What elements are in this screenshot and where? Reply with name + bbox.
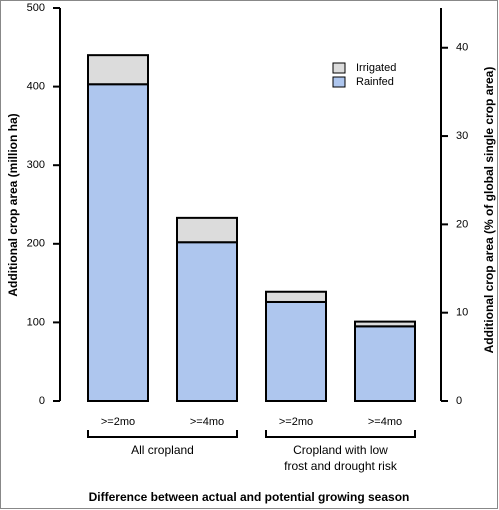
y-tick-label: 500 [27, 2, 45, 14]
bar-segment [354, 320, 416, 328]
group-bracket [265, 430, 416, 438]
y-axis-title: Additional crop area (million ha) [6, 113, 20, 296]
bar-segment [87, 54, 149, 86]
group-label: All cropland [131, 443, 194, 457]
y-tick-label: 100 [27, 316, 45, 328]
bar-segment [354, 325, 416, 402]
legend-label: Rainfed [356, 76, 394, 88]
x-axis-title: Difference between actual and potential … [89, 490, 410, 504]
legend-swatch [332, 76, 346, 88]
y2-tick-label: 30 [456, 130, 468, 142]
bar-segment [87, 83, 149, 402]
y2-tick-label: 10 [456, 307, 468, 319]
bar-segment [265, 300, 327, 402]
x-tick-label: >=2mo [101, 416, 135, 428]
y2-tick-label: 0 [456, 395, 462, 407]
group-label: Cropland with low [293, 443, 388, 457]
bar-segment [176, 216, 238, 244]
bar-segment [265, 290, 327, 303]
y2-tick-label: 20 [456, 218, 468, 230]
group-bracket [87, 430, 238, 438]
bar-segment [176, 241, 238, 402]
y2-axis-title: Additional crop area (% of global single… [482, 67, 496, 354]
y-tick-label: 400 [27, 81, 45, 93]
y-tick-label: 0 [39, 395, 45, 407]
legend-label: Irrigated [356, 62, 396, 74]
x-tick-label: >=2mo [279, 416, 313, 428]
x-tick-label: >=4mo [190, 416, 224, 428]
y2-tick-label: 40 [456, 42, 468, 54]
x-tick-label: >=4mo [368, 416, 402, 428]
legend-swatch [332, 62, 346, 74]
y-tick-label: 300 [27, 159, 45, 171]
group-label: frost and drought risk [284, 459, 398, 473]
y-tick-label: 200 [27, 238, 45, 250]
